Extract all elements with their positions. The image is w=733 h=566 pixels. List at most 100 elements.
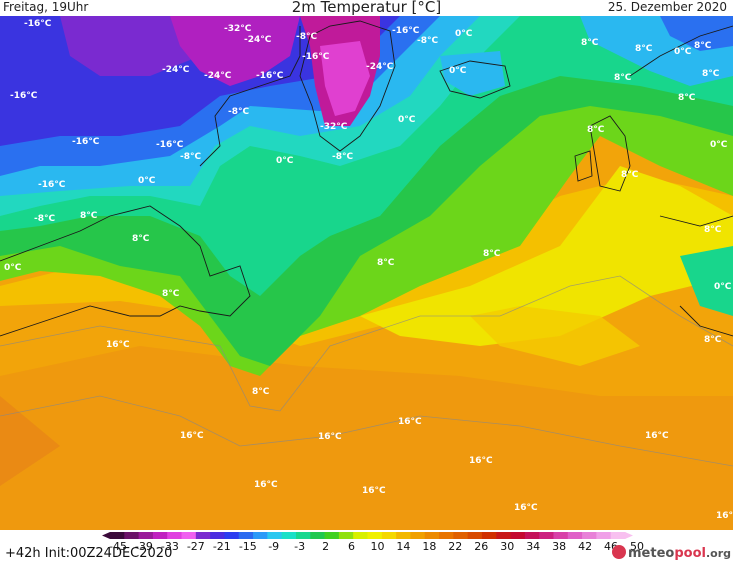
legend-tick-label: 30 [500,540,514,553]
label-m16-f: -16°C [256,71,284,81]
header-bar: Freitag, 19Uhr 2m Temperatur [°C] 25. De… [0,0,733,16]
label-p16-d: 16°C [398,417,422,427]
europe-coast [659,215,733,227]
label-m16-g: -16°C [302,52,330,62]
color-legend: -45 -39 -33 -27 -21 -15 -9 -3 2 6 10 14 18 22 26 30 34 38… [102,532,644,553]
iceland-cold [440,51,505,96]
baffin-coast [199,26,301,167]
ireland-coast [574,150,593,182]
label-p16-j: 16°C [716,511,733,521]
yellow-band [360,166,733,346]
legend-swatch [281,532,297,539]
warm-southwest-patch [0,396,60,486]
isotherms [0,275,733,467]
legend-swatch [510,532,526,539]
label-p16-c: 16°C [318,432,342,442]
meteopool-logo-icon [612,545,626,559]
legend-swatch [124,532,140,539]
valid-day-label: Freitag, 19Uhr [3,0,89,14]
label-p8-i: 8°C [694,41,712,51]
legend-swatch [253,532,268,539]
isotherm-a [0,275,733,412]
legend-swatch [267,532,283,539]
label-p8-f: 8°C [483,249,501,259]
label-m24-c: -24°C [244,35,272,45]
label-p8-p: 8°C [702,69,720,79]
label-p16-g: 16°C [362,486,386,496]
legend-tick-label: -3 [294,540,305,553]
legend-swatch [152,532,168,539]
label-p16-e: 16°C [469,456,493,466]
label-p8-e: 8°C [377,258,395,268]
label-m8-e: -8°C [417,36,438,46]
isotherm-b [0,395,733,467]
legend-tick-label: -33 [161,540,179,553]
label-p16-a: 16°C [106,340,130,350]
legend-swatch [138,532,154,539]
label-m16-e: -16°C [156,140,184,150]
warm-south-band [0,346,733,530]
legend-swatch [353,532,368,539]
label-m32-b: -32°C [320,122,348,132]
legend-tick-label: -9 [268,540,279,553]
label-zero-d: 0°C [455,29,473,39]
label-m16-a: -16°C [24,19,52,29]
legend-tick-label: -27 [187,540,205,553]
label-p16-i: 16°C [645,431,669,441]
legend-tick-label: 38 [552,540,566,553]
legend-swatch [453,532,469,539]
map-title: 2m Temperatur [°C] [291,0,442,16]
legend-tick-label: 42 [578,540,592,553]
legend-swatch [338,532,354,539]
europe-cold-patch [680,246,733,316]
purple-zone [170,16,300,86]
legend-swatch [410,532,426,539]
label-p8-b: 8°C [132,234,150,244]
legend-swatch [310,532,326,539]
label-m24-d: -24°C [366,62,394,72]
legend-tick-label: 34 [526,540,540,553]
legend-tick-label: -15 [239,540,257,553]
label-zero-i: 0°C [714,282,732,292]
label-p8-j: 8°C [614,73,632,83]
legend-tick-label: 22 [448,540,462,553]
legend-tick-label: 26 [474,540,488,553]
greenland-coldest-core [320,41,370,116]
legend-swatch [167,532,183,539]
legend-swatch [396,532,411,539]
legend-tick-label: -45 [109,540,127,553]
label-m32-a: -32°C [224,24,252,34]
label-m24-a: -24°C [162,65,190,75]
legend-swatch [439,532,454,539]
legend-tick-label: -39 [135,540,153,553]
legend-swatch [324,532,340,539]
label-p8-d: 8°C [252,387,270,397]
label-m8-d: -8°C [296,32,317,42]
legend-tick-label: 2 [322,540,329,553]
legend-swatch [467,532,483,539]
legend-swatch [610,532,626,539]
label-p8-n: 8°C [704,335,722,345]
label-p8-a: 8°C [80,211,98,221]
north-america-coast [0,205,251,337]
label-zero-f: 0°C [398,115,416,125]
label-p8-l: 8°C [621,170,639,180]
yellow-patch [470,306,640,366]
label-p8-h: 8°C [635,44,653,54]
scandinavia-colder [660,16,733,51]
legend-tick-label: 14 [396,540,410,553]
legend-tick-label: 50 [630,540,644,553]
label-zero-b: 0°C [138,176,156,186]
label-p8-m: 8°C [704,225,722,235]
legend-swatch [496,532,512,539]
legend-swatch [567,532,583,539]
legend-swatch [367,532,383,539]
meteopool-logo[interactable]: meteopool.org [612,545,731,561]
label-zero-e: 0°C [449,66,467,76]
legend-swatch [481,532,497,539]
legend-swatch [195,532,211,539]
label-m8-a: -8°C [228,107,249,117]
legend-tick-label: 6 [348,540,355,553]
legend-swatch [424,532,440,539]
temperature-map: -16°C -16°C -16°C -16°C -16°C -16°C -16°… [0,16,733,530]
